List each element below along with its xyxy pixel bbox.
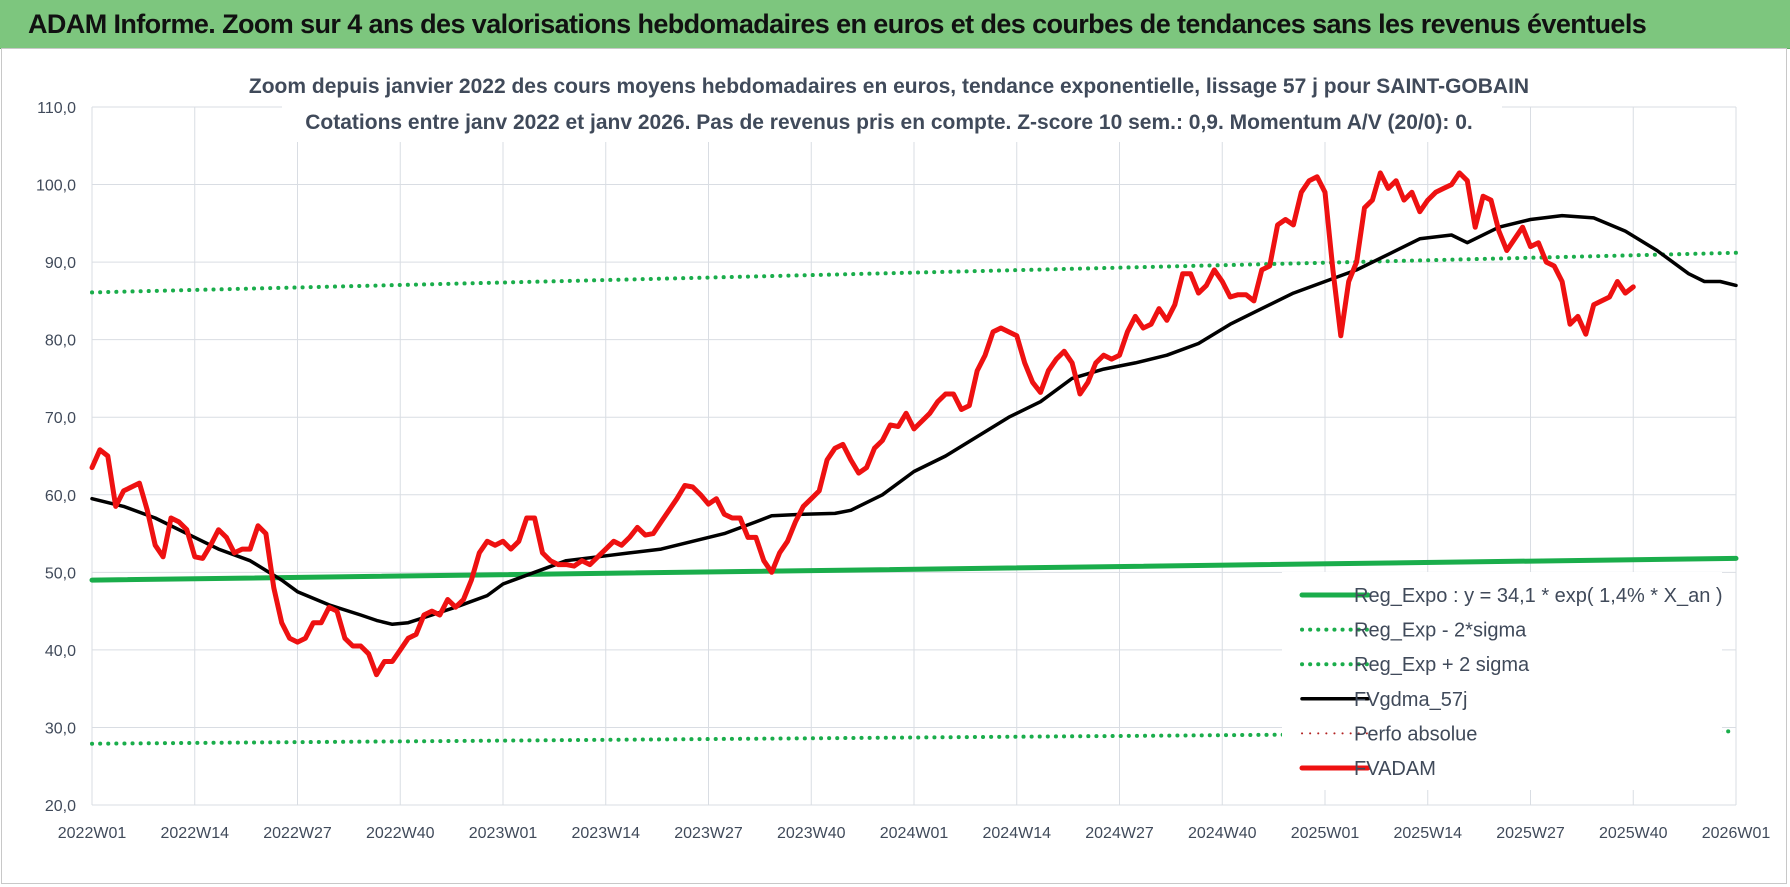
report-banner: ADAM Informe. Zoom sur 4 ans des valoris… <box>0 0 1790 49</box>
legend-label: FVgdma_57j <box>1354 689 1467 711</box>
x-tick-label: 2025W40 <box>1599 825 1668 842</box>
legend-label: Perfo absolue <box>1354 723 1477 745</box>
x-tick-label: 2025W27 <box>1496 825 1565 842</box>
y-tick-label: 100,0 <box>36 178 76 195</box>
x-tick-label: 2023W27 <box>674 825 743 842</box>
series-line <box>89 555 1739 583</box>
x-tick-label: 2022W27 <box>263 825 332 842</box>
title-background <box>282 68 1502 142</box>
series-line <box>89 170 1636 678</box>
legend-background <box>1282 572 1722 790</box>
y-tick-label: 30,0 <box>45 720 76 737</box>
x-tick-label: 2022W01 <box>58 825 127 842</box>
x-tick-label: 2022W14 <box>161 825 230 842</box>
y-tick-label: 70,0 <box>45 410 76 427</box>
y-axis: 20,0 30,0 40,0 50,0 60,0 70,0 80,0 90,0 100,0 110… <box>36 100 76 815</box>
legend-label: Reg_Expo : y = 34,1 * exp( 1,4% * X_an ) <box>1354 585 1723 607</box>
y-tick-label: 60,0 <box>45 488 76 505</box>
plot-area <box>89 170 1739 746</box>
x-tick-label: 2024W40 <box>1188 825 1257 842</box>
x-tick-label: 2023W40 <box>777 825 846 842</box>
x-tick-label: 2025W01 <box>1291 825 1360 842</box>
x-tick-label: 2023W01 <box>469 825 538 842</box>
legend: Reg_Expo : y = 34,1 * exp( 1,4% * X_an )… <box>1282 572 1723 790</box>
y-tick-label: 80,0 <box>45 333 76 350</box>
series-line <box>90 250 1738 295</box>
y-tick-label: 110,0 <box>37 100 76 117</box>
x-tick-label: 2024W27 <box>1085 825 1154 842</box>
series-line <box>90 213 1738 627</box>
x-tick-label: 2024W01 <box>880 825 949 842</box>
x-tick-label: 2026W01 <box>1702 825 1771 842</box>
banner-title: ADAM Informe. Zoom sur 4 ans des valoris… <box>28 9 1647 39</box>
chart-frame <box>1 48 1787 884</box>
x-tick-label: 2025W14 <box>1394 825 1463 842</box>
legend-label: FVADAM <box>1354 758 1436 780</box>
legend-label: Reg_Exp + 2 sigma <box>1354 654 1530 676</box>
x-tick-label: 2022W40 <box>366 825 435 842</box>
y-tick-label: 20,0 <box>45 798 76 815</box>
x-axis: 2022W01 2022W14 2022W27 2022W40 2023W01 2023W… <box>58 825 1771 842</box>
x-tick-label: 2024W14 <box>983 825 1052 842</box>
x-tick-label: 2023W14 <box>572 825 641 842</box>
y-tick-label: 50,0 <box>45 565 76 582</box>
chart-subtitle: Cotations entre janv 2022 et janv 2026. … <box>305 111 1473 134</box>
chart-title: Zoom depuis janvier 2022 des cours moyen… <box>249 75 1529 98</box>
legend-label: Reg_Exp - 2*sigma <box>1354 620 1527 642</box>
y-tick-label: 90,0 <box>45 255 76 272</box>
y-tick-label: 40,0 <box>45 643 76 660</box>
